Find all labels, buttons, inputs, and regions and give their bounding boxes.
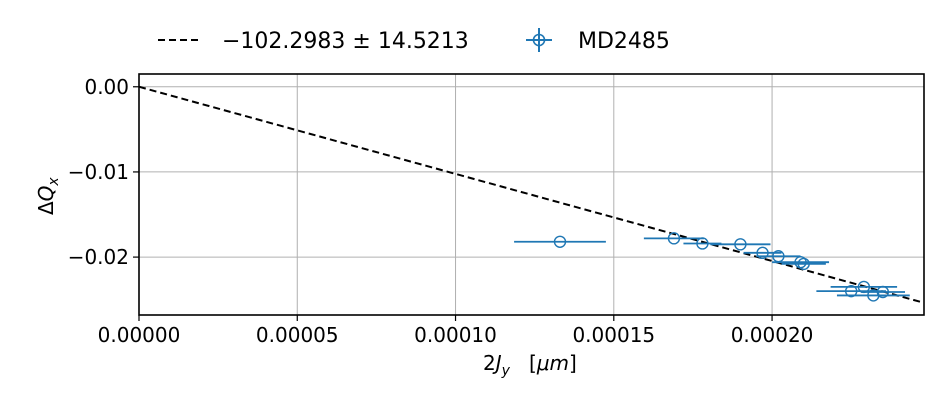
plot-content — [139, 85, 924, 304]
data-point — [696, 237, 709, 250]
y-tick-label: −0.02 — [68, 245, 129, 269]
data-point — [553, 235, 567, 248]
y-tick-label: −0.01 — [68, 160, 129, 184]
data-point — [756, 246, 769, 260]
x-tick-label: 0.00005 — [256, 323, 339, 347]
y-axis-label: ΔQx — [34, 177, 62, 215]
ticks: 0.00000 0.00005 0.00010 0.00015 0.00020 0.00 −… — [68, 75, 814, 347]
plot-area — [139, 85, 924, 304]
data-point — [734, 238, 747, 251]
data-point — [844, 284, 858, 298]
x-axis-label: 2Jy [μm] — [483, 351, 577, 379]
x-tick-label: 0.00020 — [731, 323, 814, 347]
data-point — [876, 285, 890, 299]
plot-frame — [138, 73, 925, 316]
x-tick-label: 0.00010 — [414, 323, 497, 347]
y-tick-label: 0.00 — [84, 75, 129, 99]
x-tick-label: 0.00000 — [98, 323, 181, 347]
data-point — [797, 257, 810, 271]
fit-line — [139, 85, 924, 304]
legend-series-label: MD2485 — [578, 29, 670, 54]
legend: −102.2983 ± 14.5213 MD2485 — [158, 28, 670, 54]
data-point — [667, 232, 681, 245]
x-tick-label: 0.00015 — [572, 323, 655, 347]
legend-series-marker-icon — [526, 28, 552, 52]
legend-fit-label: −102.2983 ± 14.5213 — [222, 29, 469, 54]
